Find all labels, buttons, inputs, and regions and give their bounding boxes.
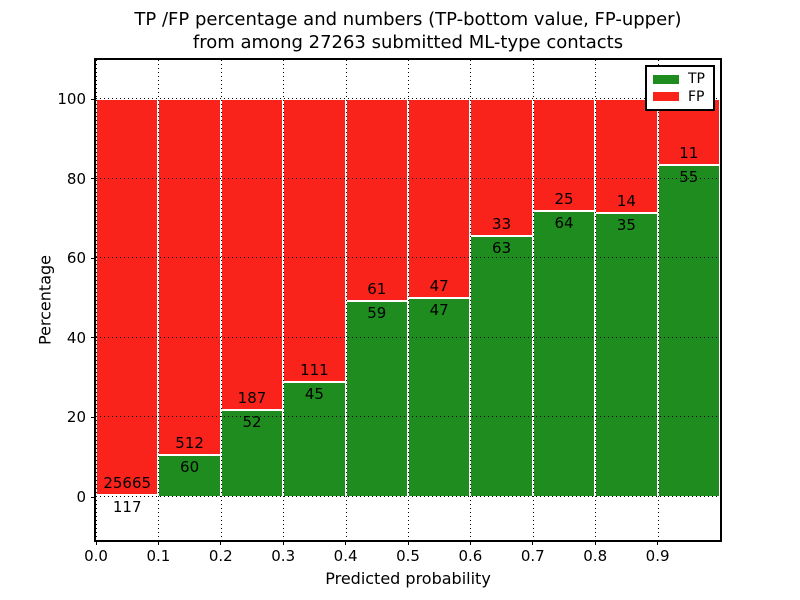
tp-count-label: 63 [492,238,512,257]
fp-count-label: 33 [492,214,512,233]
x-tick-label: 0.5 [396,547,420,565]
horizontal-gridline [96,98,720,99]
tp-bar-segment [470,235,533,497]
x-tick-mark [157,540,159,545]
tp-count-label: 64 [554,213,574,232]
x-tick-mark [594,540,596,545]
vertical-gridline [532,60,534,540]
fp-count-label: 47 [429,277,449,295]
fp-bar-segment [408,99,471,298]
vertical-gridline [470,60,472,540]
tp-count-label: 55 [679,168,699,187]
x-tick-mark [469,540,471,545]
fp-bar-segment [470,99,533,236]
y-tick-label: 60 [66,249,86,268]
fp-bar-segment [158,99,221,456]
y-tick-mark [91,98,96,100]
fp-count-label: 11 [679,144,699,163]
fp-bar-segment [96,99,159,496]
vertical-gridline [96,60,97,540]
x-tick-label: 0.3 [271,547,296,565]
horizontal-gridline [96,416,720,418]
vertical-gridline [283,60,285,540]
tp-count-label: 35 [616,215,636,234]
legend-box: TP FP [645,65,715,111]
y-tick-mark [91,496,96,498]
horizontal-gridline [96,257,720,259]
tp-count-label: 52 [242,413,262,432]
fp-bar-segment [595,99,658,213]
tp-count-label: 47 [429,301,449,319]
chart-title-line2: from among 27263 submitted ML-type conta… [192,32,624,53]
fp-bar-segment [345,99,408,302]
tp-count-label: 59 [367,304,387,323]
tp-count-label: 45 [304,385,324,404]
vertical-gridline [657,60,659,540]
fp-count-label: 111 [300,361,329,380]
chart-title-line1: TP /FP percentage and numbers (TP-bottom… [134,9,682,30]
vertical-gridline [220,60,222,540]
legend-label-tp: TP [688,71,705,88]
fp-bar-segment [220,99,284,411]
fp-bar-segment [283,99,346,383]
vertical-gridline [595,60,597,540]
y-tick-label: 100 [57,90,86,108]
y-tick-mark [91,178,96,180]
x-tick-label: 0.0 [84,547,108,565]
horizontal-gridline [96,496,720,497]
y-tick-label: 20 [66,408,86,427]
x-tick-mark [220,540,222,545]
tp-bar-segment [657,165,720,497]
tp-bar-segment [345,301,408,497]
tp-color-swatch [653,74,679,84]
fp-color-swatch [653,92,679,102]
x-tick-mark [282,540,284,545]
vertical-gridline [345,60,347,540]
legend-entry-tp: TP [653,72,707,86]
y-tick-mark [91,337,96,339]
fp-count-label: 187 [237,389,267,408]
y-tick-mark [91,257,96,259]
y-tick-label: 40 [66,328,86,347]
x-tick-label: 0.4 [333,547,358,565]
tp-bar-segment [408,298,471,497]
plot-area: 25665 117 512 60 187 52 111 45 61 59 47 47 33 63 25 64 1… [96,60,720,540]
x-tick-label: 0.8 [583,547,608,565]
x-tick-mark [407,540,409,545]
tp-bar-segment [532,210,596,497]
y-tick-label: 0 [76,488,86,506]
legend-entry-fp: FP [653,90,707,104]
x-tick-label: 0.2 [208,547,233,565]
x-tick-mark [95,540,97,545]
x-tick-label: 0.1 [146,547,171,565]
tp-bar-segment [283,382,346,497]
fp-count-label: 14 [616,191,636,210]
vertical-gridline [158,60,160,540]
fp-count-label: 512 [175,434,204,453]
tp-count-label: 60 [180,458,200,477]
x-tick-label: 0.6 [458,547,483,565]
y-tick-mark [91,416,96,418]
x-tick-label: 0.9 [645,547,670,565]
fp-count-label: 25 [554,189,574,208]
fp-count-label: 25665 [103,474,152,493]
chart-title: TP /FP percentage and numbers (TP-bottom… [134,8,681,54]
legend-label-fp: FP [688,88,705,105]
x-tick-mark [532,540,534,545]
x-axis-label: Predicted probability [325,569,491,588]
fp-count-label: 61 [367,280,387,299]
tp-bar-segment [595,212,658,497]
x-tick-mark [657,540,659,545]
tp-count-label: 117 [112,498,142,517]
vertical-gridline [408,60,409,540]
y-tick-label: 80 [66,169,86,188]
x-tick-mark [345,540,347,545]
horizontal-gridline [96,336,720,338]
horizontal-gridline [96,177,720,179]
x-tick-label: 0.7 [520,547,545,565]
